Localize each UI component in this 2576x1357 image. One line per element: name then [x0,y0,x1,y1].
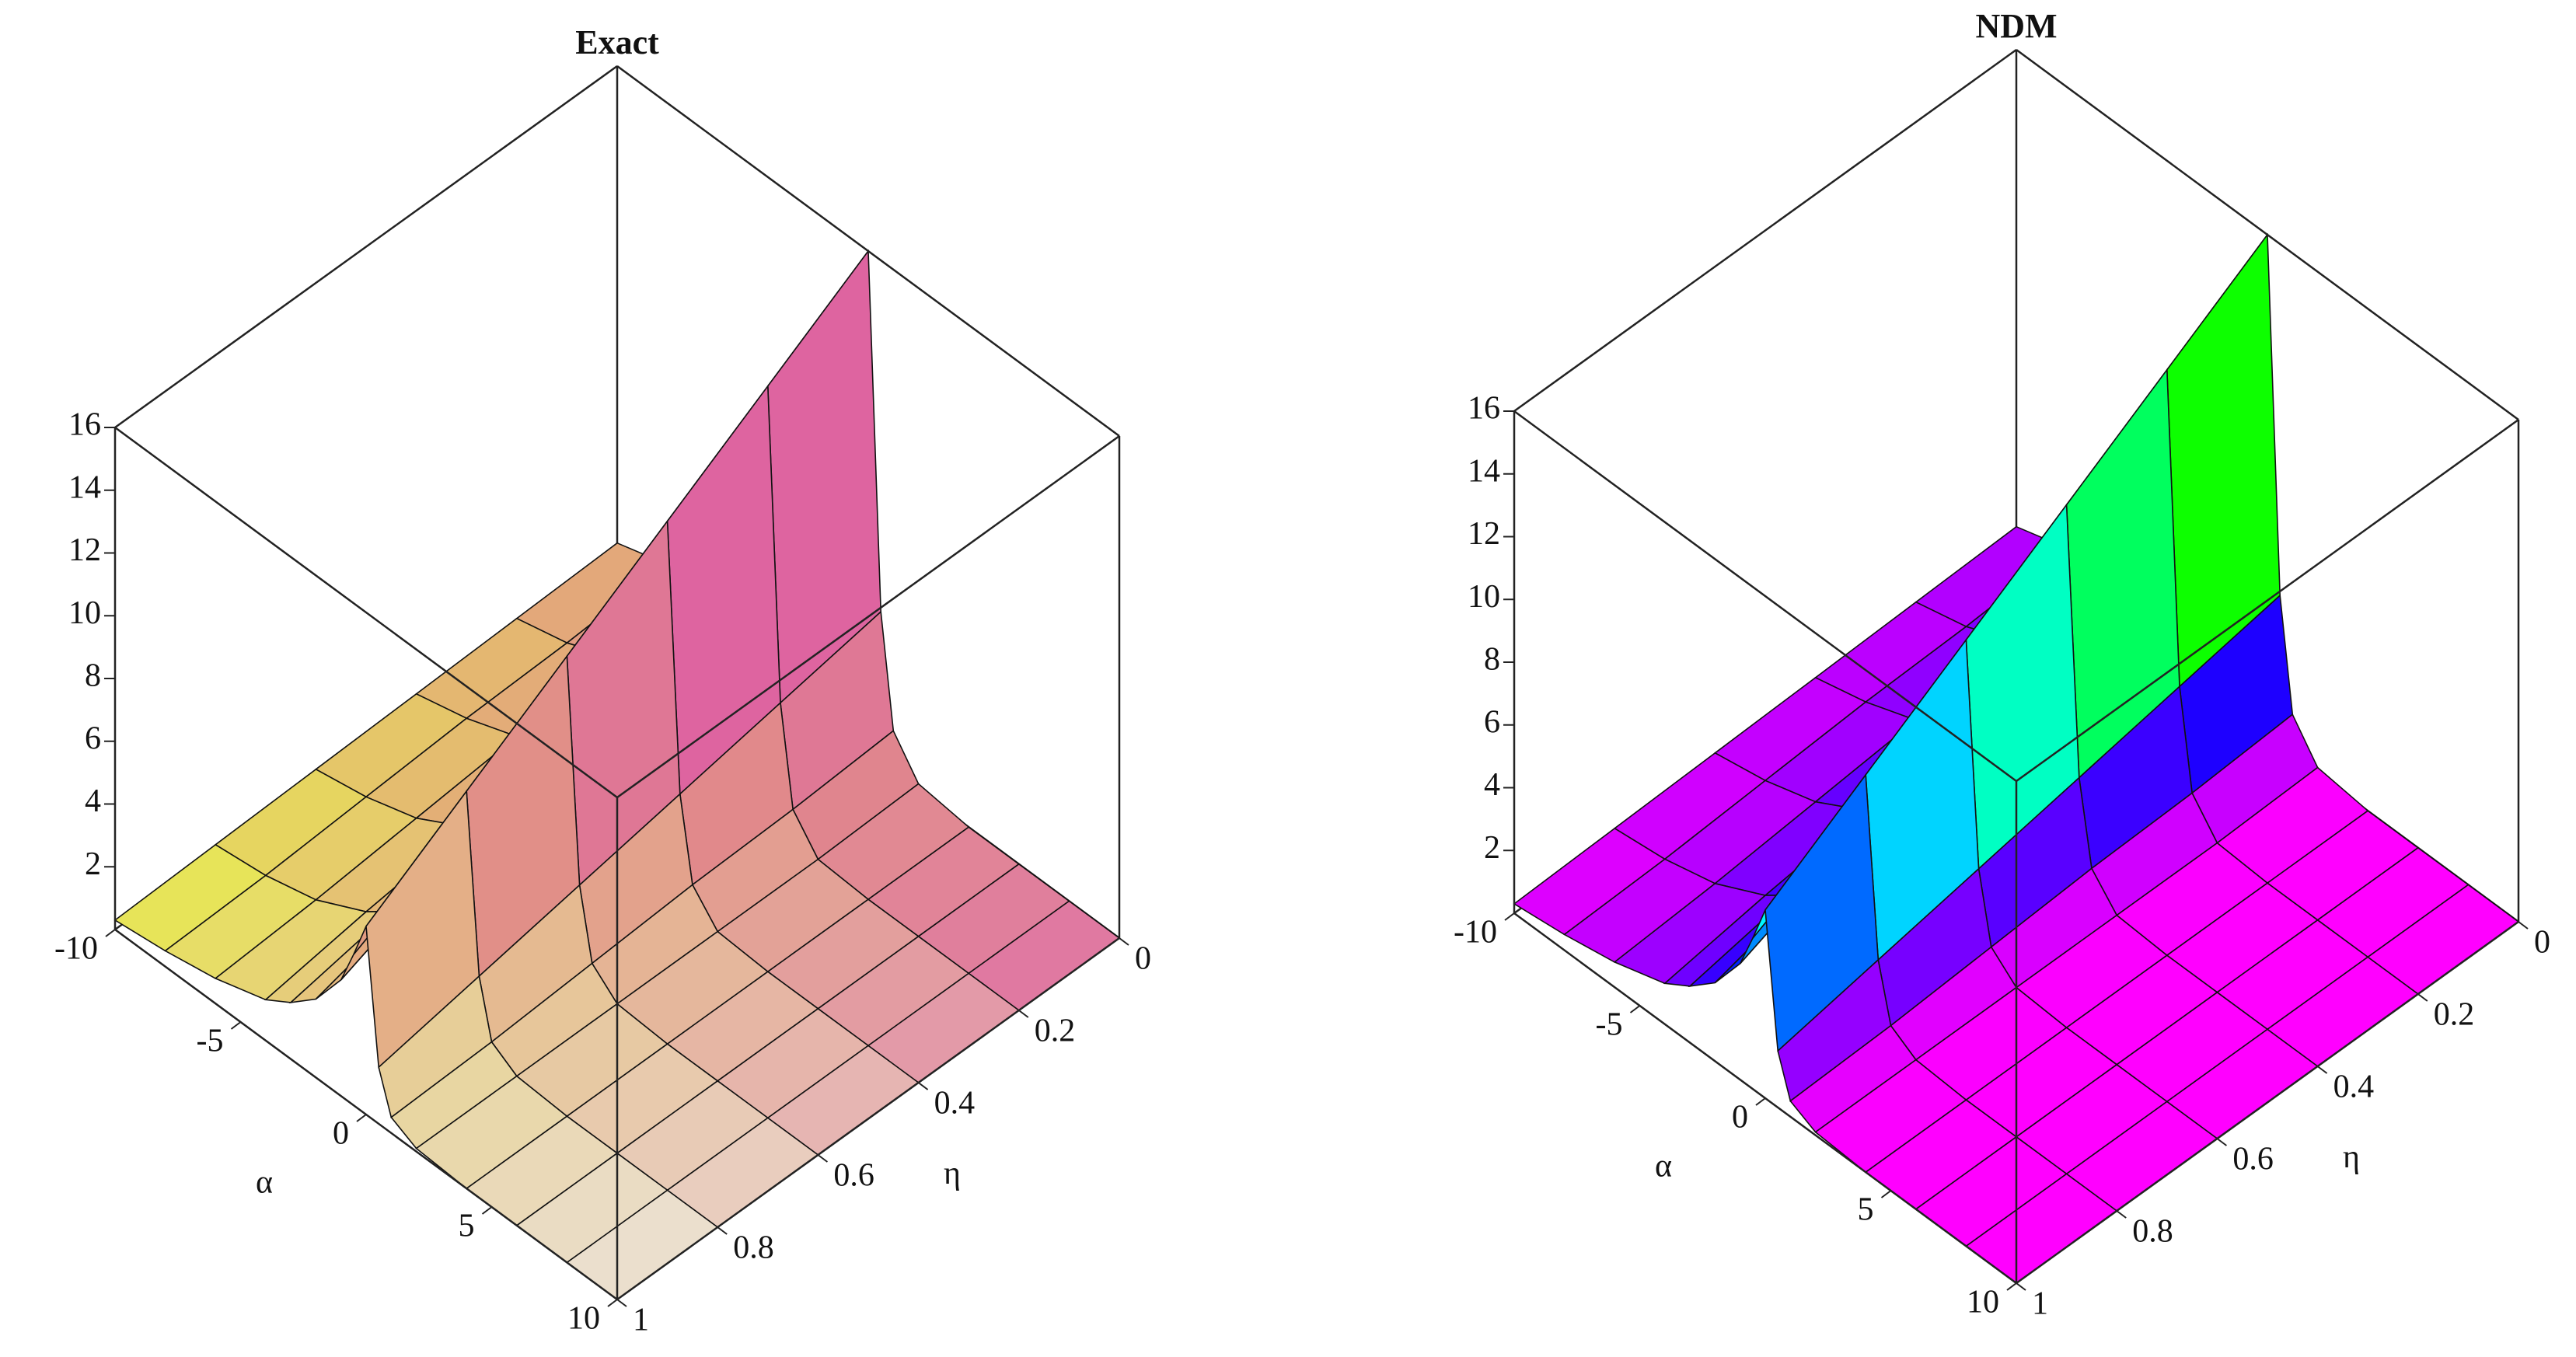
box-edge [1513,48,2017,413]
z-tick-label: 4 [1484,767,1500,803]
x-tick-label: 0 [1732,1100,1748,1135]
y-tick [2216,1138,2227,1146]
y-tick-label: 0.2 [1035,1013,1076,1049]
box-edge [2016,48,2519,421]
y-tick [2016,1282,2026,1291]
y-tick-label: 0.4 [934,1086,976,1122]
x-tick-label: -5 [197,1024,224,1059]
x-tick [1755,1097,1766,1106]
x-tick [105,929,116,937]
z-tick-label: 14 [1468,453,1500,489]
z-tick-label: 12 [68,532,101,568]
y-tick [817,1154,829,1163]
x-axis-label: α [1655,1149,1672,1184]
x-tick [1629,1005,1641,1013]
z-tick-label: 8 [85,658,101,694]
y-tick [1018,1010,1029,1018]
y-tick-label: 0.2 [2434,997,2475,1033]
z-tick-label: 8 [1484,642,1500,678]
box-edge [2016,418,2519,783]
chart-title: NDM [1975,7,2057,45]
box-edge [616,434,1120,799]
box-edge [114,65,618,429]
box-edge [616,65,1120,438]
chart: Exact 2 4 6 8 10 12 14 16 -10 -5 0 5 10 0 0.2 0.4 0.6 0.8 1… [54,23,1151,1338]
y-tick-label: 0.8 [733,1230,774,1266]
y-tick-label: 0 [2534,925,2550,961]
z-tick-label: 6 [85,720,101,756]
y-tick-label: 1 [633,1303,649,1338]
x-tick-label: -10 [54,931,98,967]
y-tick [2518,921,2529,930]
y-tick-label: 1 [2032,1286,2048,1322]
y-axis-label: η [944,1156,961,1191]
z-tick-label: 2 [1484,830,1500,866]
x-tick-label: 5 [1858,1192,1874,1228]
box-edge [114,426,618,799]
y-tick-label: 0.6 [2232,1142,2274,1177]
x-tick [230,1021,242,1030]
y-tick [717,1226,728,1235]
x-tick [481,1206,493,1215]
chart: NDM 2 4 6 8 10 12 14 16 -10 -5 0 5 10 0 0.2 0.4 0.6 0.8 1 α η [1454,7,2550,1322]
y-tick [917,1082,929,1090]
x-tick [607,1299,618,1307]
z-tick-label: 10 [68,595,101,631]
x-tick-label: -5 [1596,1007,1623,1043]
z-tick-label: 14 [68,469,101,505]
x-tick-label: -10 [1454,915,1497,951]
y-tick-label: 0.6 [833,1158,874,1194]
box-edge [2016,920,2519,1285]
y-tick [2116,1210,2127,1219]
z-tick-label: 6 [1484,704,1500,740]
y-tick [2417,993,2428,1002]
y-tick-label: 0.8 [2132,1214,2173,1250]
x-tick-label: 5 [459,1209,475,1244]
chart-title: Exact [575,23,659,61]
y-tick [616,1299,627,1307]
z-tick-label: 16 [68,407,101,443]
z-tick-label: 12 [1468,516,1500,552]
x-tick [2006,1282,2017,1291]
y-tick [2317,1066,2328,1074]
z-tick-label: 4 [85,783,101,819]
y-tick-label: 0 [1135,941,1151,977]
x-tick-label: 10 [567,1301,600,1337]
x-tick [1880,1190,1892,1198]
y-tick-label: 0.4 [2333,1069,2375,1105]
z-tick-label: 16 [1468,391,1500,427]
z-tick-label: 2 [85,846,101,882]
x-tick-label: 0 [333,1116,349,1152]
x-tick [356,1114,367,1122]
y-axis-label: η [2343,1139,2360,1175]
box-edge [616,937,1120,1301]
y-tick [1119,937,1129,946]
box-edge [1513,410,2017,783]
z-tick-label: 10 [1468,579,1500,615]
x-tick-label: 10 [1967,1285,1999,1320]
x-axis-label: α [256,1165,273,1201]
x-tick [1504,912,1515,921]
